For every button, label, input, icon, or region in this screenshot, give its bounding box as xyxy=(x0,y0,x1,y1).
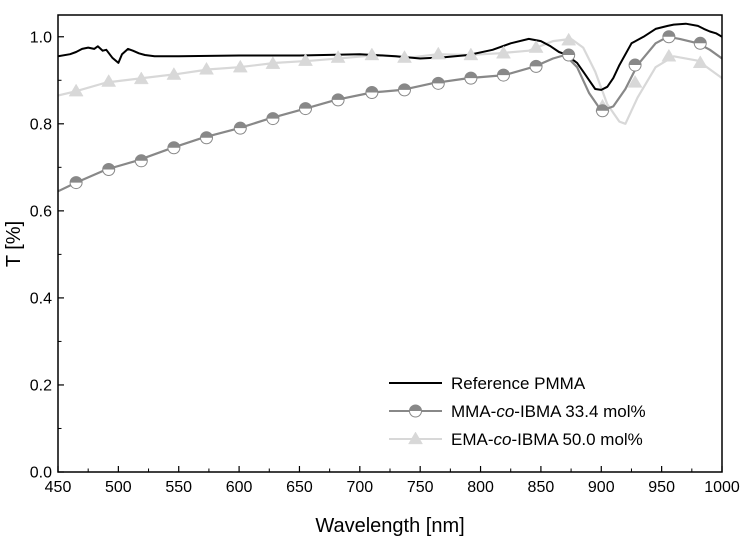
series-1-point xyxy=(431,76,445,90)
legend-label: Reference PMMA xyxy=(451,374,586,393)
series-1-point xyxy=(134,154,148,168)
series-1-point xyxy=(529,59,543,73)
y-axis-title: T [%] xyxy=(3,221,25,267)
series-2-point xyxy=(101,74,117,87)
x-tick-label: 450 xyxy=(45,479,72,496)
y-tick-label: 1.0 xyxy=(30,29,52,46)
x-tick-label: 1000 xyxy=(704,479,740,496)
y-tick-label: 0.0 xyxy=(30,465,52,482)
legend-marker xyxy=(408,431,423,445)
series-2-point xyxy=(330,50,346,63)
legend-item: MMA-co-IBMA 33.4 mol% xyxy=(389,402,646,421)
series-line-0 xyxy=(58,22,722,91)
series-layer xyxy=(58,22,722,193)
series-line-1 xyxy=(58,35,722,193)
series-2-point xyxy=(561,32,577,46)
series-1-point xyxy=(298,102,312,116)
legend-marker xyxy=(409,404,422,418)
series-2-point xyxy=(298,53,313,66)
series-1-point xyxy=(167,141,181,155)
series-1-point xyxy=(69,176,83,190)
y-axis: 0.0 0.2 0.4 0.6 0.8 1.0 xyxy=(30,29,64,482)
x-tick-label: 500 xyxy=(105,479,132,496)
y-tick-label: 0.6 xyxy=(30,203,52,220)
series-2-point xyxy=(430,46,446,60)
series-2-point xyxy=(199,61,214,75)
series-2-point xyxy=(661,48,677,62)
series-1-point xyxy=(365,85,379,99)
x-tick-label: 550 xyxy=(165,479,192,496)
series-1-point xyxy=(464,71,478,85)
series-2-point xyxy=(463,47,479,61)
series-2-point xyxy=(528,40,544,53)
series-1-point xyxy=(331,93,345,107)
legend: Reference PMMA MMA-co-IBMA 33.4 mol% EMA-c… xyxy=(389,374,646,449)
x-tick-label: 850 xyxy=(528,479,555,496)
series-line-2 xyxy=(58,37,722,125)
x-tick-label: 800 xyxy=(467,479,494,496)
series-2-point xyxy=(627,74,643,88)
series-2-point xyxy=(692,55,708,69)
series-1-point xyxy=(662,30,676,44)
marker-layer xyxy=(68,30,708,190)
x-tick-label: 600 xyxy=(226,479,253,496)
x-tick-label: 650 xyxy=(286,479,313,496)
series-2-point xyxy=(232,59,248,73)
series-2-point xyxy=(265,56,281,69)
series-1-point xyxy=(628,58,642,72)
legend-item: Reference PMMA xyxy=(389,374,586,393)
x-tick-label: 700 xyxy=(346,479,373,496)
y-tick-label: 0.2 xyxy=(30,377,52,394)
series-1-point xyxy=(199,131,213,145)
series-2-point xyxy=(166,67,182,80)
x-tick-label: 750 xyxy=(407,479,434,496)
y-tick-label: 0.8 xyxy=(30,116,52,133)
series-2-point xyxy=(68,83,84,97)
x-axis-title: Wavelength [nm] xyxy=(315,515,464,537)
series-1-point xyxy=(562,48,576,62)
x-tick-label: 950 xyxy=(648,479,675,496)
series-2-point xyxy=(397,50,412,63)
series-1-point xyxy=(102,163,116,177)
legend-label: MMA-co-IBMA 33.4 mol% xyxy=(451,402,646,421)
series-2-point xyxy=(133,71,149,85)
legend-item: EMA-co-IBMA 50.0 mol% xyxy=(389,430,643,449)
series-1-point xyxy=(496,68,510,82)
series-1-point xyxy=(595,104,609,118)
series-2-point xyxy=(364,47,380,61)
series-1-point xyxy=(397,83,411,97)
series-1-point xyxy=(233,121,247,135)
series-1-point xyxy=(693,36,707,50)
series-2-point xyxy=(496,45,511,59)
y-tick-label: 0.4 xyxy=(30,290,52,307)
series-1-point xyxy=(266,112,280,126)
legend-label: EMA-co-IBMA 50.0 mol% xyxy=(451,430,643,449)
x-axis: 450 500 550 600 650 700 750 800 850 900 950 1000 xyxy=(45,466,740,496)
x-tick-label: 900 xyxy=(588,479,615,496)
